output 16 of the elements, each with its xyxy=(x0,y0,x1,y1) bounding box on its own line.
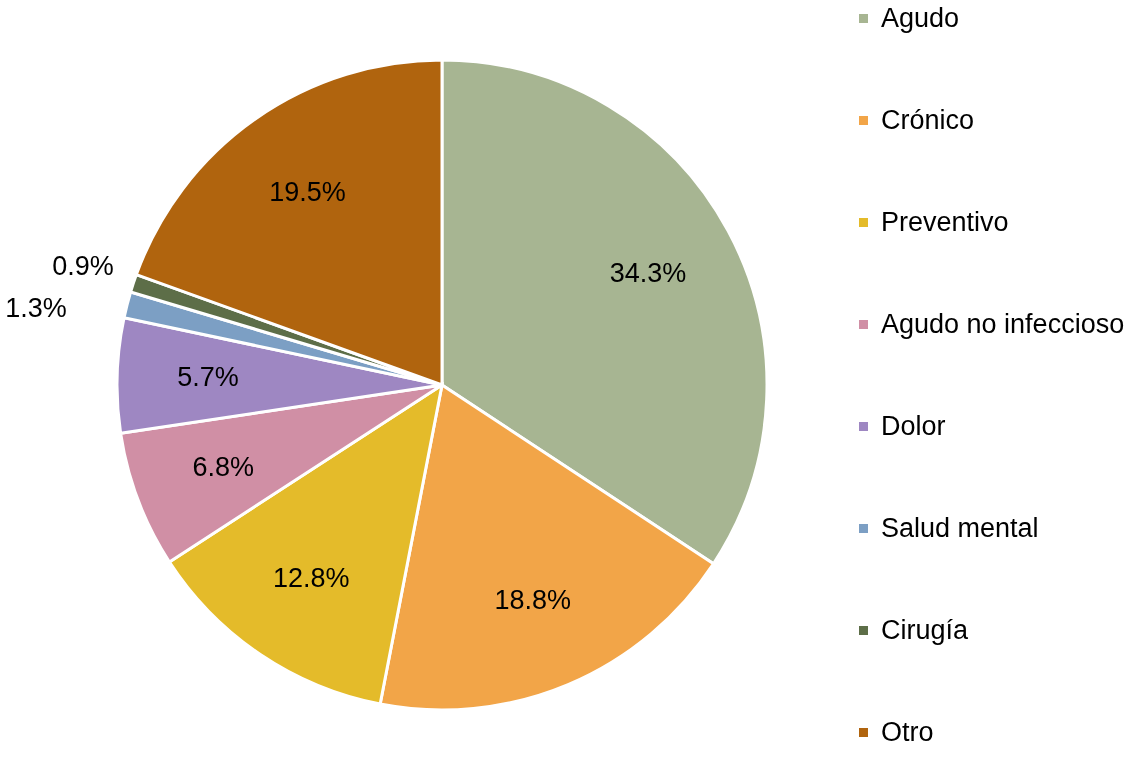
data-label: 6.8% xyxy=(192,451,254,482)
legend-label: Dolor xyxy=(881,410,946,441)
data-label: 34.3% xyxy=(609,257,687,288)
data-label: 19.5% xyxy=(269,177,346,208)
data-label: 18.8% xyxy=(494,584,572,615)
legend-label: Crónico xyxy=(881,104,975,135)
legend-label: Agudo no infeccioso xyxy=(881,308,1125,339)
data-label: 1.3% xyxy=(5,293,67,324)
data-label: 5.7% xyxy=(177,362,239,393)
legend-label: Salud mental xyxy=(881,512,1039,543)
legend-label: Cirugía xyxy=(881,614,970,645)
legend-label: Preventivo xyxy=(881,206,1009,237)
data-label: 12.8% xyxy=(272,563,350,594)
legend-label: Otro xyxy=(881,716,934,747)
legend-label: Agudo xyxy=(881,2,960,33)
data-label: 0.9% xyxy=(52,250,114,281)
